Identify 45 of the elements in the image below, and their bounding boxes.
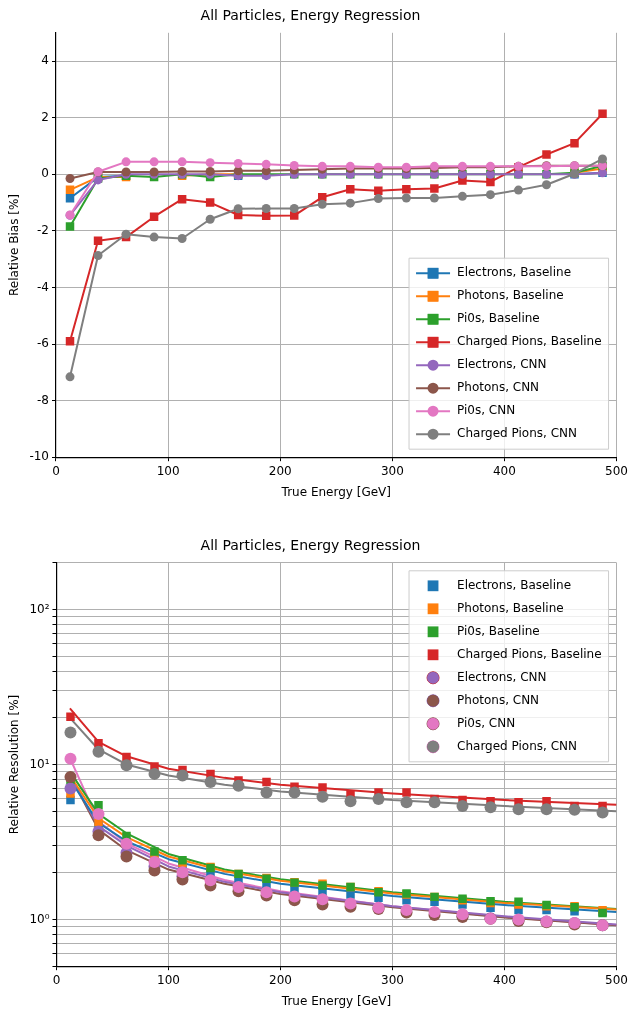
legend-label: Photons, Baseline xyxy=(457,288,564,303)
legend-label: Pi0s, Baseline xyxy=(457,623,540,638)
y-tick-label: 0 xyxy=(41,166,49,181)
legend-label: Photons, CNN xyxy=(457,692,540,707)
x-axis-title: True Energy [GeV] xyxy=(280,484,391,499)
x-tick-label: 200 xyxy=(269,972,292,987)
x-tick-label: 0 xyxy=(52,972,61,987)
y-tick-label: 4 xyxy=(41,53,49,68)
legend-label: Charged Pions, Baseline xyxy=(457,334,602,349)
y-tick-label: -6 xyxy=(37,336,49,351)
y-tick-label: 2 xyxy=(41,109,49,124)
y-axis-title: Relative Resolution [%] xyxy=(7,694,22,835)
legend-label: Photons, CNN xyxy=(457,380,540,395)
x-tick-label: 400 xyxy=(492,463,516,478)
legend-label: Charged Pions, Baseline xyxy=(457,646,602,661)
x-tick-label: 500 xyxy=(605,463,628,478)
chart-title: All Particles, Energy Regression xyxy=(200,7,421,24)
legend-label: Pi0s, CNN xyxy=(457,715,516,730)
legend-label: Charged Pions, CNN xyxy=(457,426,578,441)
x-tick-label: 100 xyxy=(156,463,180,478)
x-tick-label: 500 xyxy=(605,972,628,987)
y-tick-label: -8 xyxy=(37,392,49,407)
legend-label: Electrons, Baseline xyxy=(457,265,572,280)
legend-label: Electrons, Baseline xyxy=(457,577,572,592)
x-tick-label: 100 xyxy=(157,972,180,987)
x-axis-title: True Energy [GeV] xyxy=(280,993,392,1008)
x-tick-label: 300 xyxy=(380,463,404,478)
legend-label: Charged Pions, CNN xyxy=(457,738,578,753)
y-tick-label: -10 xyxy=(29,449,49,464)
legend-label: Photons, Baseline xyxy=(457,600,564,615)
legend-label: Pi0s, CNN xyxy=(457,403,516,418)
y-axis-title: Relative Bias [%] xyxy=(7,194,22,296)
y-tick-label: 10¹ xyxy=(29,756,50,771)
chart-title: All Particles, Energy Regression xyxy=(200,537,421,554)
y-tick-label: -4 xyxy=(37,279,49,294)
y-tick-label: -2 xyxy=(37,222,49,237)
y-tick-label: 10² xyxy=(29,601,50,616)
y-tick-label: 10⁰ xyxy=(29,911,50,926)
x-tick-label: 400 xyxy=(493,972,516,987)
x-tick-label: 200 xyxy=(268,463,292,478)
x-tick-label: 300 xyxy=(381,972,404,987)
legend-label: Electrons, CNN xyxy=(457,357,547,372)
x-tick-label: 0 xyxy=(52,463,60,478)
legend-label: Pi0s, Baseline xyxy=(457,311,540,326)
legend-label: Electrons, CNN xyxy=(457,669,547,684)
